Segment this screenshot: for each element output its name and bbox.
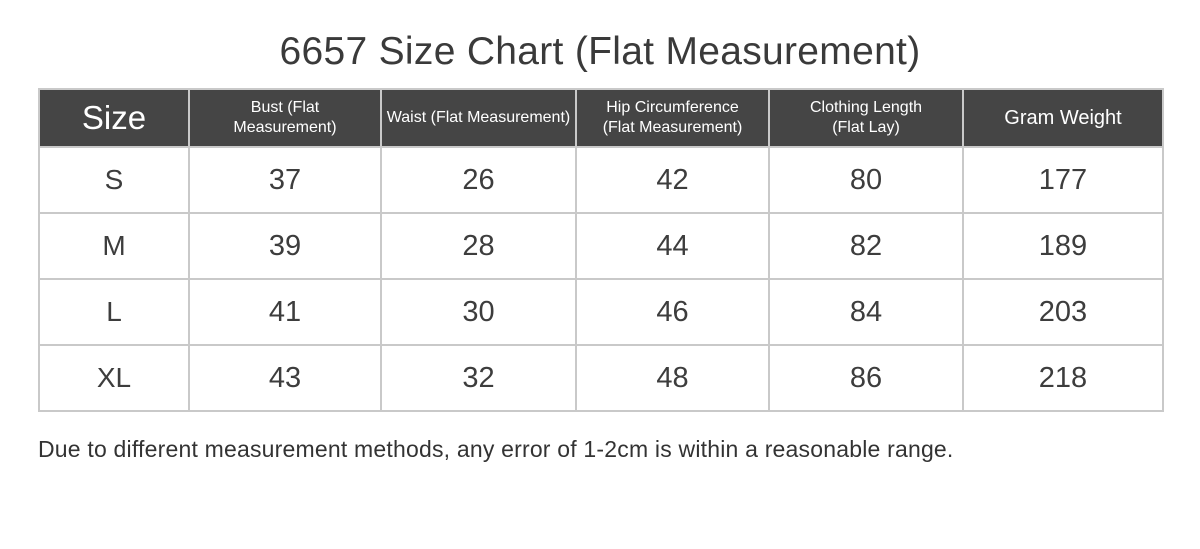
cell-waist: 26	[380, 146, 577, 214]
cell-gram: 177	[962, 146, 1164, 214]
table-row-s: S 37 26 42 80 177	[38, 146, 1164, 214]
cell-bust: 37	[188, 146, 382, 214]
cell-hip: 46	[575, 278, 770, 346]
column-header-bust: Bust (Flat Measurement)	[188, 88, 382, 148]
cell-gram: 218	[962, 344, 1164, 412]
table-row-l: L 41 30 46 84 203	[38, 278, 1164, 346]
page-title: 6657 Size Chart (Flat Measurement)	[279, 30, 921, 73]
table-header-row: Size Bust (Flat Measurement) Waist (Flat…	[38, 88, 1164, 148]
cell-size: L	[38, 278, 190, 346]
cell-waist: 30	[380, 278, 577, 346]
cell-size: S	[38, 146, 190, 214]
table-row-xl: XL 43 32 48 86 218	[38, 344, 1164, 412]
column-header-waist: Waist (Flat Measurement)	[380, 88, 577, 148]
cell-hip: 48	[575, 344, 770, 412]
cell-bust: 41	[188, 278, 382, 346]
cell-length: 86	[768, 344, 964, 412]
cell-length: 84	[768, 278, 964, 346]
cell-bust: 39	[188, 212, 382, 280]
cell-waist: 28	[380, 212, 577, 280]
cell-length: 82	[768, 212, 964, 280]
column-header-hip: Hip Circumference (Flat Measurement)	[575, 88, 770, 148]
column-header-clothing-length: Clothing Length (Flat Lay)	[768, 88, 964, 148]
cell-bust: 43	[188, 344, 382, 412]
table-row-m: M 39 28 44 82 189	[38, 212, 1164, 280]
cell-gram: 189	[962, 212, 1164, 280]
column-header-size: Size	[38, 88, 190, 148]
cell-waist: 32	[380, 344, 577, 412]
cell-length: 80	[768, 146, 964, 214]
measurement-disclaimer: Due to different measurement methods, an…	[38, 436, 954, 462]
cell-gram: 203	[962, 278, 1164, 346]
cell-hip: 42	[575, 146, 770, 214]
column-header-gram-weight: Gram Weight	[962, 88, 1164, 148]
size-chart-table: Size Bust (Flat Measurement) Waist (Flat…	[38, 88, 1164, 412]
cell-size: XL	[38, 344, 190, 412]
cell-hip: 44	[575, 212, 770, 280]
cell-size: M	[38, 212, 190, 280]
